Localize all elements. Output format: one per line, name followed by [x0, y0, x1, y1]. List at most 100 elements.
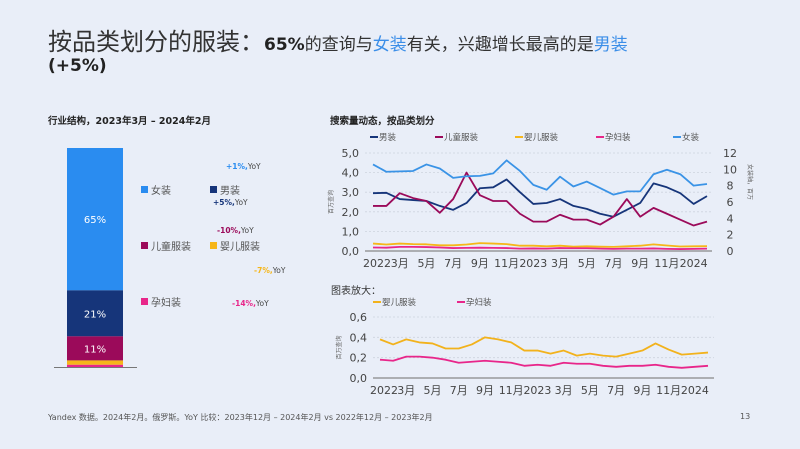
y-tick-label: 0,2	[350, 352, 368, 365]
x-tick-label: 2022	[370, 384, 398, 397]
bar-segment-1	[67, 290, 123, 337]
footer-source: Yandex 数据。2024年2月。俄罗斯。YoY 比较：2023年12月 – …	[48, 413, 433, 422]
bar-label: 21%	[84, 309, 106, 320]
legend-women: 女装	[141, 182, 171, 197]
x-tick-label: 11月	[656, 384, 681, 397]
yoy-value: -10%,	[217, 226, 241, 235]
yoy-suffix: YoY	[272, 266, 286, 275]
x-tick-label: 11月	[494, 257, 519, 270]
legend-swatch	[141, 298, 148, 305]
series-line-0	[372, 178, 708, 218]
y-tick-label: 2,0	[342, 206, 360, 219]
legend-men: 男装	[210, 182, 240, 197]
series-line-3	[372, 245, 708, 250]
page-number: 13	[740, 412, 751, 421]
x-tick-label: 7月	[444, 257, 462, 270]
title-text-1: 的查询与	[304, 35, 373, 55]
legend-label: 男装	[220, 186, 240, 197]
x-tick-label: 2022	[363, 257, 391, 270]
legend-swatch	[141, 242, 148, 249]
y2-tick-label: 10	[723, 163, 737, 176]
x-tick-label: 2023	[519, 257, 547, 270]
title-women: 女装	[372, 35, 407, 55]
x-tick-label: 5月	[423, 384, 441, 397]
x-tick-label: 2024	[681, 384, 709, 397]
series-line-4	[372, 159, 708, 196]
x-tick-label: 11月	[499, 384, 524, 397]
series-line-1	[373, 171, 708, 227]
yoy-maternity: -14%,YoY	[232, 299, 269, 308]
legend-label: 孕妇装	[466, 297, 492, 308]
x-tick-label: 5月	[578, 257, 596, 270]
title-men: 男装	[593, 35, 628, 55]
y-tick-label: 3,0	[342, 186, 360, 199]
x-tick-label: 5月	[417, 257, 435, 270]
x-tick-label: 3月	[391, 257, 409, 270]
y-tick-label: 0,0	[342, 245, 360, 258]
legend-label: 男装	[379, 132, 397, 143]
bar-segment-4	[67, 364, 123, 367]
x-tick-label: 7月	[450, 384, 468, 397]
yoy-suffix: YoY	[255, 299, 269, 308]
legend-baby: 婴儿服装	[210, 238, 260, 253]
title-text-2: 有关，兴趣增长最高的是	[406, 35, 594, 55]
legend-label: 婴儿服装	[524, 132, 559, 143]
x-tick-label: 3月	[397, 384, 415, 397]
yoy-men: +5%,YoY	[213, 198, 248, 207]
yoy-value: -14%,	[232, 299, 256, 308]
yoy-kids: -10%,YoY	[217, 226, 254, 235]
legend-label: 婴儿服装	[220, 242, 260, 253]
y-tick-label: 0,6	[350, 311, 368, 324]
yoy-suffix: YoY	[247, 162, 261, 171]
legend-label: 孕妇装	[605, 132, 631, 143]
yoy-baby: -7%,YoY	[254, 266, 285, 275]
yoy-value: -7%,	[254, 266, 273, 275]
x-tick-label: 7月	[607, 384, 625, 397]
y-tick-label: 5,0	[342, 147, 360, 160]
y2-tick-label: 8	[727, 180, 734, 193]
yoy-women: +1%,YoY	[226, 162, 261, 171]
legend-swatch	[210, 186, 217, 193]
x-tick-label: 9月	[631, 257, 649, 270]
legend-label: 孕妇装	[151, 298, 181, 309]
x-tick-label: 7月	[604, 257, 622, 270]
legend-swatch	[210, 242, 217, 249]
bar-segment-2	[67, 336, 123, 361]
x-tick-label: 9月	[471, 257, 489, 270]
x-tick-label: 9月	[633, 384, 651, 397]
y2-tick-label: 0	[727, 245, 734, 258]
legend-maternity: 孕妇装	[141, 294, 181, 309]
title-main: 按品类划分的服装：	[48, 28, 264, 56]
legend-swatch	[141, 186, 148, 193]
legend-label: 儿童服装	[151, 242, 191, 253]
zoom-chart-title: 图表放大：	[331, 286, 381, 297]
y-axis-label: 百万查询	[335, 335, 343, 359]
series-line-1	[379, 355, 709, 369]
title-line2: (+5%)	[48, 56, 107, 76]
y2-tick-label: 4	[727, 212, 734, 225]
legend-label: 女装	[682, 132, 700, 143]
x-tick-label: 2024	[680, 257, 708, 270]
yoy-suffix: YoY	[234, 198, 248, 207]
y-tick-label: 0,4	[350, 331, 368, 344]
yoy-value: +1%,	[226, 162, 248, 171]
y-tick-label: 1,0	[342, 225, 360, 238]
slide-title: 按品类划分的服装：65%的查询与女装有关，兴趣增长最高的是男装	[48, 22, 628, 57]
y2-tick-label: 2	[727, 229, 734, 242]
bar-label: 65%	[84, 215, 106, 226]
x-tick-label: 3月	[551, 257, 569, 270]
yoy-value: +5%,	[213, 198, 235, 207]
title-percent: 65%	[264, 35, 305, 55]
yoy-suffix: YoY	[240, 226, 254, 235]
y2-tick-label: 12	[723, 147, 737, 160]
y2-axis-label: 女装轴，百万	[746, 164, 754, 200]
y-tick-label: 4,0	[342, 167, 360, 180]
y2-tick-label: 6	[727, 196, 734, 209]
x-tick-label: 5月	[581, 384, 599, 397]
legend-label: 儿童服装	[444, 132, 479, 143]
left-heading: 行业结构，2023年3月 – 2024年2月	[48, 116, 211, 127]
x-tick-label: 11月	[654, 257, 679, 270]
legend-kids: 儿童服装	[141, 238, 191, 253]
